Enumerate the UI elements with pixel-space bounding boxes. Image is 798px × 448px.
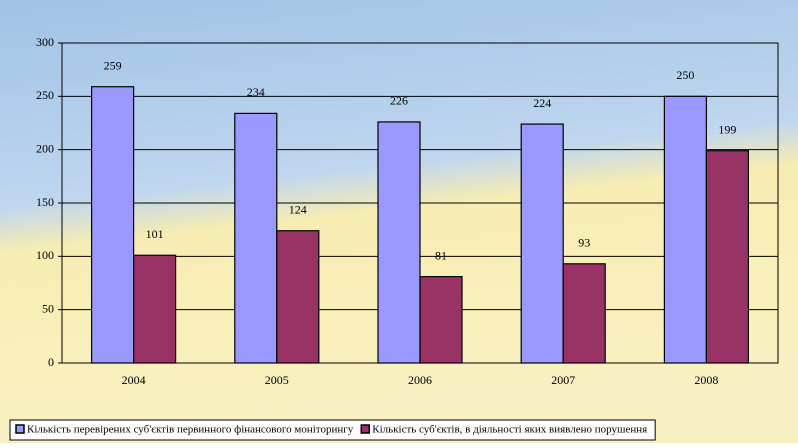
y-tick-label: 0 [48, 355, 54, 369]
bar [276, 230, 320, 364]
data-label: 224 [533, 96, 551, 110]
bar [562, 263, 606, 364]
legend-swatch [15, 424, 25, 434]
bar [90, 86, 135, 364]
data-label: 81 [435, 248, 447, 262]
x-tick-label: 2006 [408, 373, 432, 387]
data-label: 101 [146, 227, 164, 241]
y-tick-label: 150 [36, 195, 54, 209]
x-tick-label: 2004 [122, 373, 146, 387]
x-tick-label: 2008 [694, 373, 718, 387]
data-label: 226 [390, 94, 408, 108]
y-tick-label: 300 [36, 35, 54, 49]
legend: Кількість перевірених суб'єктів первинно… [9, 419, 656, 441]
legend-label: Кількість суб'єктів, в діяльності яких в… [372, 424, 647, 436]
bar [419, 276, 463, 364]
bar [377, 121, 421, 364]
data-label: 259 [104, 58, 122, 72]
y-tick-label: 200 [36, 141, 54, 155]
data-label: 124 [289, 202, 307, 216]
bar [133, 254, 177, 364]
y-tick-label: 100 [36, 248, 54, 262]
bar [520, 123, 564, 364]
y-tick-label: 250 [36, 88, 54, 102]
data-label: 199 [718, 122, 736, 136]
y-tick-label: 50 [42, 301, 54, 315]
legend-label: Кількість перевірених суб'єктів первинно… [27, 424, 354, 436]
data-label: 250 [676, 68, 694, 82]
data-label: 93 [578, 236, 590, 250]
x-tick-label: 2005 [265, 373, 289, 387]
bar [663, 95, 708, 364]
legend-swatch [360, 424, 371, 434]
data-label: 234 [247, 85, 265, 99]
x-tick-label: 2007 [551, 373, 575, 387]
legend-box [9, 419, 656, 441]
bar [705, 150, 750, 364]
bar [234, 112, 278, 364]
